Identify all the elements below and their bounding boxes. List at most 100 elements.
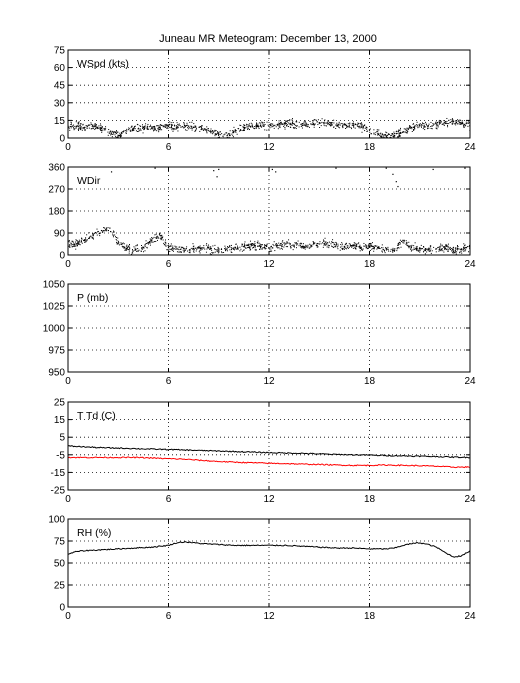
- wdir-point: [378, 246, 380, 248]
- wdir-point: [231, 248, 233, 250]
- wdir-point: [76, 242, 78, 244]
- wspd-point: [324, 119, 326, 121]
- wdir-point: [128, 249, 130, 251]
- wdir-point: [360, 247, 362, 249]
- rh-ytick-label: 25: [54, 581, 66, 592]
- wspd-point: [72, 125, 74, 127]
- wspd-point: [414, 127, 416, 129]
- wdir-xtick-label: 24: [464, 259, 476, 270]
- wdir-point: [377, 247, 379, 249]
- wdir-point: [281, 241, 283, 243]
- wdir-point: [371, 242, 373, 244]
- wspd-point: [232, 134, 234, 136]
- wspd-point: [358, 125, 360, 127]
- wdir-point: [303, 246, 305, 248]
- wdir-point: [403, 240, 405, 242]
- wspd-point: [343, 124, 345, 126]
- wspd-point: [348, 126, 350, 128]
- wdir-point: [292, 249, 294, 251]
- wdir-point: [113, 231, 115, 233]
- wspd-point: [74, 125, 76, 127]
- wdir-point: [72, 244, 74, 246]
- wdir-point: [160, 239, 162, 241]
- wdir-point: [102, 230, 104, 232]
- wdir-point: [312, 242, 314, 244]
- wdir-point: [203, 245, 205, 247]
- wspd-point: [74, 128, 76, 130]
- wdir-point: [461, 249, 463, 251]
- wspd-point: [409, 125, 411, 127]
- wdir-point: [136, 244, 138, 246]
- wdir-point: [186, 246, 188, 248]
- wspd-point: [313, 124, 315, 126]
- wdir-point: [328, 241, 330, 243]
- wdir-point: [261, 248, 263, 250]
- wdir-point: [74, 243, 76, 245]
- wspd-point: [291, 119, 293, 121]
- wdir-point: [369, 245, 371, 247]
- wspd-point: [170, 124, 172, 126]
- wdir-point: [452, 248, 454, 250]
- wdir-point: [439, 247, 441, 249]
- wspd-point: [268, 125, 270, 127]
- wspd-point: [239, 124, 241, 126]
- wspd-point: [358, 127, 360, 129]
- wdir-point: [198, 246, 200, 248]
- wspd-point: [385, 131, 387, 133]
- wdir-point: [75, 248, 77, 250]
- wdir-point: [368, 243, 370, 245]
- wdir-point: [225, 250, 227, 252]
- wdir-point: [387, 246, 389, 248]
- wdir-point: [335, 243, 337, 245]
- wdir-point: [199, 249, 201, 251]
- wspd-xtick-label: 0: [65, 142, 71, 153]
- wdir-point: [88, 232, 90, 234]
- wdir-point: [337, 248, 339, 250]
- wspd-point: [73, 129, 75, 131]
- wdir-point: [132, 250, 134, 252]
- wdir-point: [379, 248, 381, 250]
- wdir-point: [270, 248, 272, 250]
- wspd-point: [110, 132, 112, 134]
- wspd-point: [392, 133, 394, 135]
- wdir-point: [301, 243, 303, 245]
- wdir-point: [452, 249, 454, 251]
- wdir-point: [153, 236, 155, 238]
- wspd-point: [338, 124, 340, 126]
- wdir-point: [116, 243, 118, 245]
- wspd-point: [190, 127, 192, 129]
- wdir-point: [266, 243, 268, 245]
- wspd-point: [260, 122, 262, 124]
- wdir-point: [302, 247, 304, 249]
- wdir-point: [225, 249, 227, 251]
- wspd-point: [414, 128, 416, 130]
- wspd-point: [120, 131, 122, 133]
- wspd-point: [319, 122, 321, 124]
- wdir-point: [170, 245, 172, 247]
- wdir-xtick-label: 6: [166, 259, 172, 270]
- wdir-point: [415, 247, 417, 249]
- wspd-point: [200, 126, 202, 128]
- wdir-point: [254, 247, 256, 249]
- wspd-point: [94, 124, 96, 126]
- wspd-point: [285, 120, 287, 122]
- wspd-point: [147, 128, 149, 130]
- wspd-point: [437, 125, 439, 127]
- wspd-point: [204, 128, 206, 130]
- wdir-point: [117, 237, 119, 239]
- wdir-point: [198, 251, 200, 253]
- rh-ytick-label: 75: [54, 537, 66, 548]
- wspd-point: [238, 128, 240, 130]
- wspd-point: [306, 125, 308, 127]
- wspd-point: [317, 119, 319, 121]
- wdir-point: [444, 247, 446, 249]
- wspd-point: [87, 124, 89, 126]
- wspd-point: [145, 123, 147, 125]
- wspd-point: [201, 125, 203, 127]
- wspd-point: [327, 120, 329, 122]
- wspd-point: [305, 123, 307, 125]
- wspd-point: [284, 121, 286, 123]
- wdir-point: [167, 245, 169, 247]
- wspd-point: [175, 125, 177, 127]
- wdir-point: [220, 251, 222, 253]
